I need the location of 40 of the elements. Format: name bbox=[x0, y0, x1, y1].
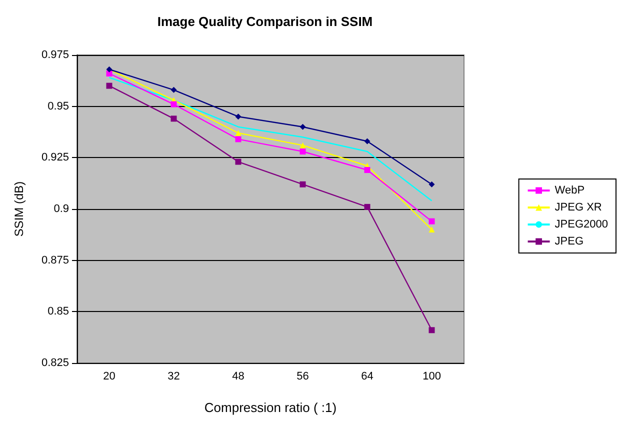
legend-label: JPEG2000 bbox=[554, 218, 608, 230]
point bbox=[428, 218, 435, 224]
x-tick-label: 56 bbox=[296, 370, 309, 382]
legend-label: WebP bbox=[554, 184, 585, 196]
line-series bbox=[108, 76, 432, 202]
point bbox=[170, 101, 177, 108]
point bbox=[300, 124, 306, 130]
point bbox=[428, 181, 435, 188]
point bbox=[364, 138, 370, 144]
point bbox=[364, 166, 370, 173]
x-tick-label: 100 bbox=[422, 370, 441, 382]
point bbox=[235, 158, 242, 165]
point bbox=[300, 142, 306, 148]
x-tick-label: 48 bbox=[232, 370, 244, 382]
point bbox=[235, 114, 242, 120]
y-tick-label: 0.975 bbox=[41, 49, 69, 61]
point bbox=[300, 148, 306, 155]
point bbox=[170, 86, 177, 93]
x-tick-label: 20 bbox=[103, 370, 116, 382]
point bbox=[235, 130, 242, 136]
legend-label: JPEG bbox=[554, 236, 584, 248]
y-tick-label: 0.875 bbox=[41, 254, 69, 266]
point bbox=[364, 204, 370, 210]
y-axis-title: SSIM (dB) bbox=[12, 181, 26, 237]
y-tick-label: 0.925 bbox=[41, 152, 69, 164]
point bbox=[428, 226, 435, 233]
point bbox=[300, 181, 306, 188]
y-tick-label: 0.95 bbox=[48, 100, 69, 112]
legend-label: JPEG XR bbox=[554, 202, 602, 214]
point bbox=[428, 327, 435, 334]
point bbox=[106, 82, 112, 89]
x-axis-title: Compression ratio ( :1) bbox=[204, 400, 337, 415]
point bbox=[235, 136, 242, 142]
y-tick-label: 0.825 bbox=[41, 357, 69, 369]
x-tick-label: 64 bbox=[361, 370, 374, 382]
chart-title: Image Quality Comparison in SSIM bbox=[157, 14, 373, 29]
y-tick-label: 0.85 bbox=[48, 306, 69, 318]
y-tick-label: 0.9 bbox=[54, 203, 69, 215]
x-tick-label: 32 bbox=[168, 370, 180, 382]
point bbox=[170, 116, 177, 122]
